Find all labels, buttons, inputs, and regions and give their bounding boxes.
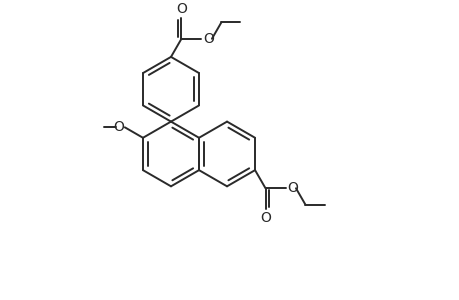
Text: O: O: [259, 211, 270, 225]
Text: O: O: [287, 181, 297, 195]
Text: O: O: [176, 2, 186, 16]
Text: O: O: [113, 120, 123, 134]
Text: O: O: [203, 32, 214, 46]
